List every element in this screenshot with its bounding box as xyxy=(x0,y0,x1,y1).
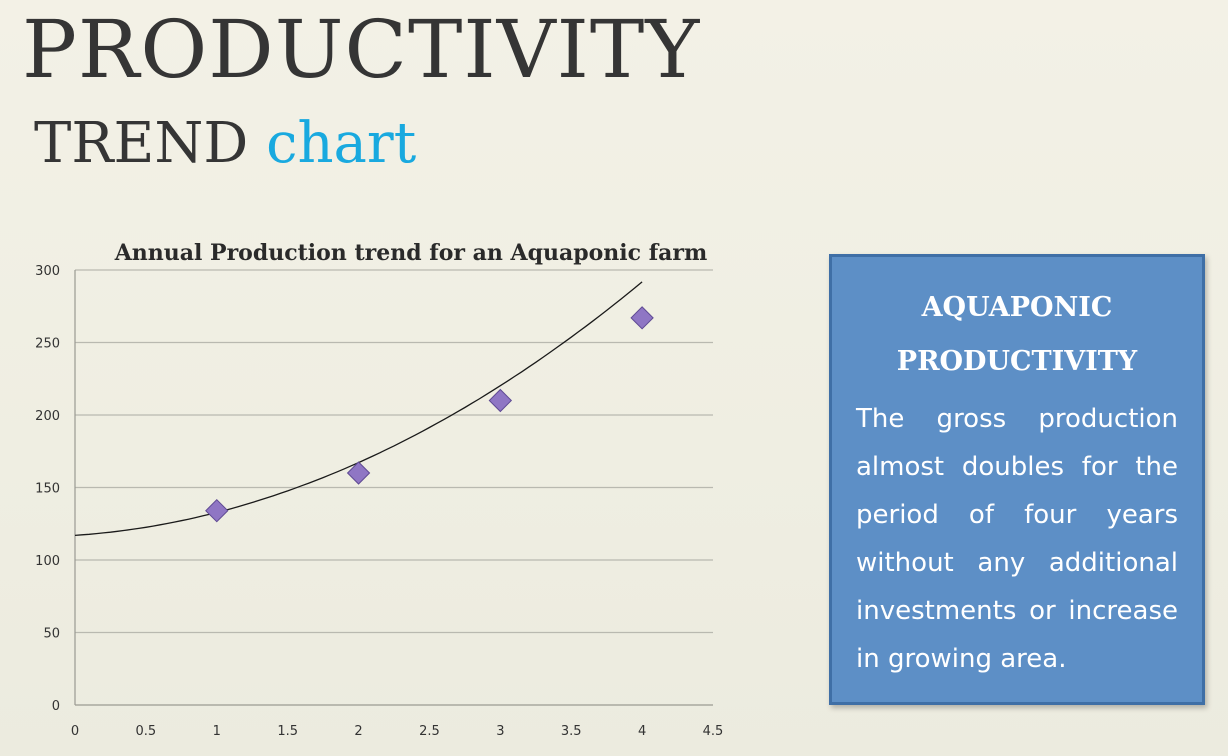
data-point-diamond xyxy=(346,461,371,485)
slide-subtitle: TREND chart xyxy=(34,108,416,180)
x-tick-label: 2 xyxy=(354,724,362,739)
chart-axes xyxy=(74,270,713,706)
chart-trendline xyxy=(74,281,643,537)
x-tick-label: 1.5 xyxy=(277,724,298,739)
subtitle-accent: chart xyxy=(266,111,417,176)
x-tick-label: 3.5 xyxy=(561,724,582,739)
slide-title: PRODUCTIVITY xyxy=(22,3,701,96)
trendline-path xyxy=(74,281,643,537)
x-tick-label: 4.5 xyxy=(703,724,724,739)
data-point-diamond xyxy=(205,498,229,523)
chart-grid xyxy=(75,269,713,634)
info-heading-line2: PRODUCTIVITY xyxy=(896,346,1138,377)
x-tick-label: 1 xyxy=(213,724,221,739)
x-tick-label: 2.5 xyxy=(419,724,440,739)
y-tick-label: 200 xyxy=(35,409,60,424)
subtitle-word: TREND xyxy=(34,111,249,176)
trend-chart: Annual Production trend for an Aquaponic… xyxy=(35,240,723,739)
y-tick-label: 250 xyxy=(35,337,60,352)
y-tick-label: 0 xyxy=(52,699,60,714)
x-tick-label: 4 xyxy=(638,724,646,739)
x-tick-label: 3 xyxy=(496,724,504,739)
info-heading: AQUAPONIC PRODUCTIVITY xyxy=(856,281,1178,389)
x-tick-label: 0 xyxy=(71,724,79,739)
y-tick-label: 150 xyxy=(35,482,60,497)
y-tick-label: 50 xyxy=(43,627,60,642)
x-tick-label: 0.5 xyxy=(136,724,157,739)
info-body: The gross production almost doubles for … xyxy=(856,404,1178,674)
info-box: AQUAPONIC PRODUCTIVITY The gross product… xyxy=(829,254,1205,705)
chart-tick-labels: 0 50 100 150 200 250 300 0 0.5 1 1.5 2 2.5 3 3.5 4 4.5 xyxy=(35,264,723,739)
y-tick-label: 100 xyxy=(35,554,60,569)
info-heading-line1: AQUAPONIC xyxy=(921,292,1113,323)
chart-title: Annual Production trend for an Aquaponic… xyxy=(114,240,708,266)
chart-points xyxy=(205,306,654,523)
y-tick-label: 300 xyxy=(35,264,60,279)
data-point-diamond xyxy=(488,388,513,413)
data-point-diamond xyxy=(630,306,654,330)
